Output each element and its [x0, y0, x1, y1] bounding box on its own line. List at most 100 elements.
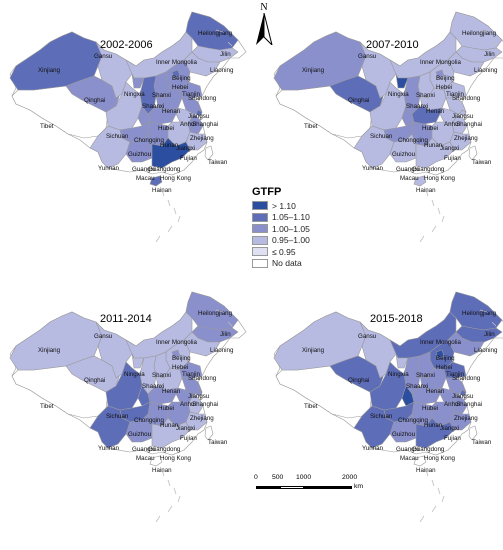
- province-label: Liaoning: [474, 347, 498, 354]
- province-label: Shanghai: [456, 401, 482, 408]
- province-label: Shanxi: [152, 372, 171, 379]
- province-label: Macau: [400, 175, 419, 182]
- legend-label: 0.95–1.00: [272, 235, 310, 246]
- province-label: Guangxi: [396, 166, 419, 173]
- province-label: Henan: [162, 388, 181, 395]
- province-label: Ningxia: [388, 91, 409, 98]
- province-label: Chongqing: [134, 417, 164, 424]
- province-label: Shanxi: [152, 92, 171, 99]
- province-label: Fujian: [444, 435, 461, 442]
- province-label: Guangxi: [132, 446, 155, 453]
- province-label: Shaanxi: [406, 103, 428, 110]
- province-label: Xinjiang: [38, 67, 61, 74]
- legend-item: ≤ 0.95: [252, 246, 362, 258]
- province-label: Tianjin: [182, 371, 201, 378]
- province-label: Beijing: [172, 75, 191, 82]
- province-label: Shaanxi: [142, 383, 164, 390]
- province-label: Anhui: [444, 121, 460, 128]
- province-label: Tibet: [304, 123, 318, 130]
- province-label: Yunnan: [362, 445, 384, 452]
- province-label: Shanghai: [456, 121, 482, 128]
- province-label: Gansu: [94, 333, 113, 340]
- north-arrow: N: [254, 3, 274, 47]
- legend-item: 0.95–1.00: [252, 235, 362, 247]
- province-label: Qinghai: [84, 377, 105, 384]
- province-label: Hubei: [158, 405, 174, 412]
- scale-unit: km: [354, 483, 364, 490]
- province-label: Inner Mongolia: [420, 59, 461, 66]
- legend-item: > 1.10: [252, 200, 362, 212]
- province-label: Shanghai: [192, 401, 218, 408]
- province-label: Jiangsu: [188, 113, 210, 120]
- province-label: Qinghai: [84, 97, 105, 104]
- province-label: Guizhou: [128, 431, 152, 438]
- province-label: Macau: [136, 455, 155, 462]
- province-label: Taiwan: [472, 159, 492, 166]
- province-label: Shandong: [452, 95, 481, 102]
- province-label: Guangdong: [148, 166, 181, 173]
- province-label: Zhejiang: [454, 135, 478, 142]
- province-label: Macau: [400, 455, 419, 462]
- province-label: Henan: [162, 108, 181, 115]
- scale-tick: 0: [254, 474, 258, 481]
- province-label: Tianjin: [446, 371, 465, 378]
- province-label: Sichuan: [370, 133, 393, 140]
- province-label: Hubei: [422, 125, 438, 132]
- province-label: Tibet: [40, 123, 54, 130]
- province-label: Guizhou: [128, 151, 152, 158]
- scale-tick: 2000: [342, 474, 358, 481]
- legend-swatch: [252, 212, 268, 222]
- scale-tick: 1000: [296, 474, 312, 481]
- province-label: Guangdong: [148, 446, 181, 453]
- province-label: Qinghai: [348, 377, 369, 384]
- province-label: Hunan: [160, 142, 179, 149]
- legend-label: 1.05–1.10: [272, 212, 310, 223]
- legend-swatch: [252, 258, 268, 268]
- map-panel-2015-2018: 2015-2018: [273, 291, 503, 523]
- province-label: Hebei: [172, 84, 188, 91]
- province-label: Hainan: [416, 187, 436, 194]
- map-panel-2007-2010: 2007-2010: [273, 11, 503, 243]
- province-label: Chongqing: [134, 137, 164, 144]
- province-label: Yunnan: [98, 445, 120, 452]
- province-label: Jiangxi: [440, 425, 459, 432]
- province-label: Hunan: [424, 142, 443, 149]
- province-label: Hunan: [160, 422, 179, 429]
- province-label: Hebei: [436, 84, 452, 91]
- province-label: Xinjiang: [302, 347, 325, 354]
- province-label: Hainan: [152, 187, 172, 194]
- panel-title: 2007-2010: [366, 39, 419, 51]
- province-label: Hubei: [158, 125, 174, 132]
- map-panel-2011-2014: 2011-2014: [9, 291, 247, 523]
- province-label: Yunnan: [98, 165, 120, 172]
- province-label: Jiangxi: [440, 145, 459, 152]
- legend-item: No data: [252, 258, 362, 270]
- province-label: Zhejiang: [190, 135, 214, 142]
- province-label: Henan: [426, 388, 445, 395]
- legend-label: 1.00–1.05: [272, 223, 310, 234]
- province-label: Anhui: [180, 401, 196, 408]
- province-label: Inner Mongolia: [156, 59, 197, 66]
- province-label: Liaoning: [210, 67, 234, 74]
- legend-item: 1.00–1.05: [252, 223, 362, 235]
- province-label: Guangxi: [132, 166, 155, 173]
- province-labels: Heilongjiang Xinjiang Jilin Inner Mongolia L…: [38, 30, 498, 474]
- province-label: Guangdong: [412, 166, 445, 173]
- province-label: Jiangxi: [176, 145, 195, 152]
- legend-label: ≤ 0.95: [272, 246, 296, 257]
- province-label: Beijing: [436, 355, 455, 362]
- province-label: Shandong: [452, 375, 481, 382]
- legend-label: > 1.10: [272, 200, 296, 211]
- province-label: Tibet: [304, 403, 318, 410]
- legend-item: 1.05–1.10: [252, 212, 362, 224]
- panel-title: 2002-2006: [100, 39, 153, 51]
- province-label: Macau: [136, 175, 155, 182]
- legend: GTFP > 1.10 1.05–1.10 1.00–1.05 0.95–1.0…: [252, 186, 362, 269]
- province-label: Shandong: [188, 95, 217, 102]
- province-label: Guangxi: [396, 446, 419, 453]
- province-label: Guizhou: [392, 431, 416, 438]
- province-label: Heilongjiang: [198, 30, 233, 37]
- province-label: Inner Mongolia: [156, 339, 197, 346]
- province-label: Sichuan: [106, 133, 129, 140]
- province-label: Guangdong: [412, 446, 445, 453]
